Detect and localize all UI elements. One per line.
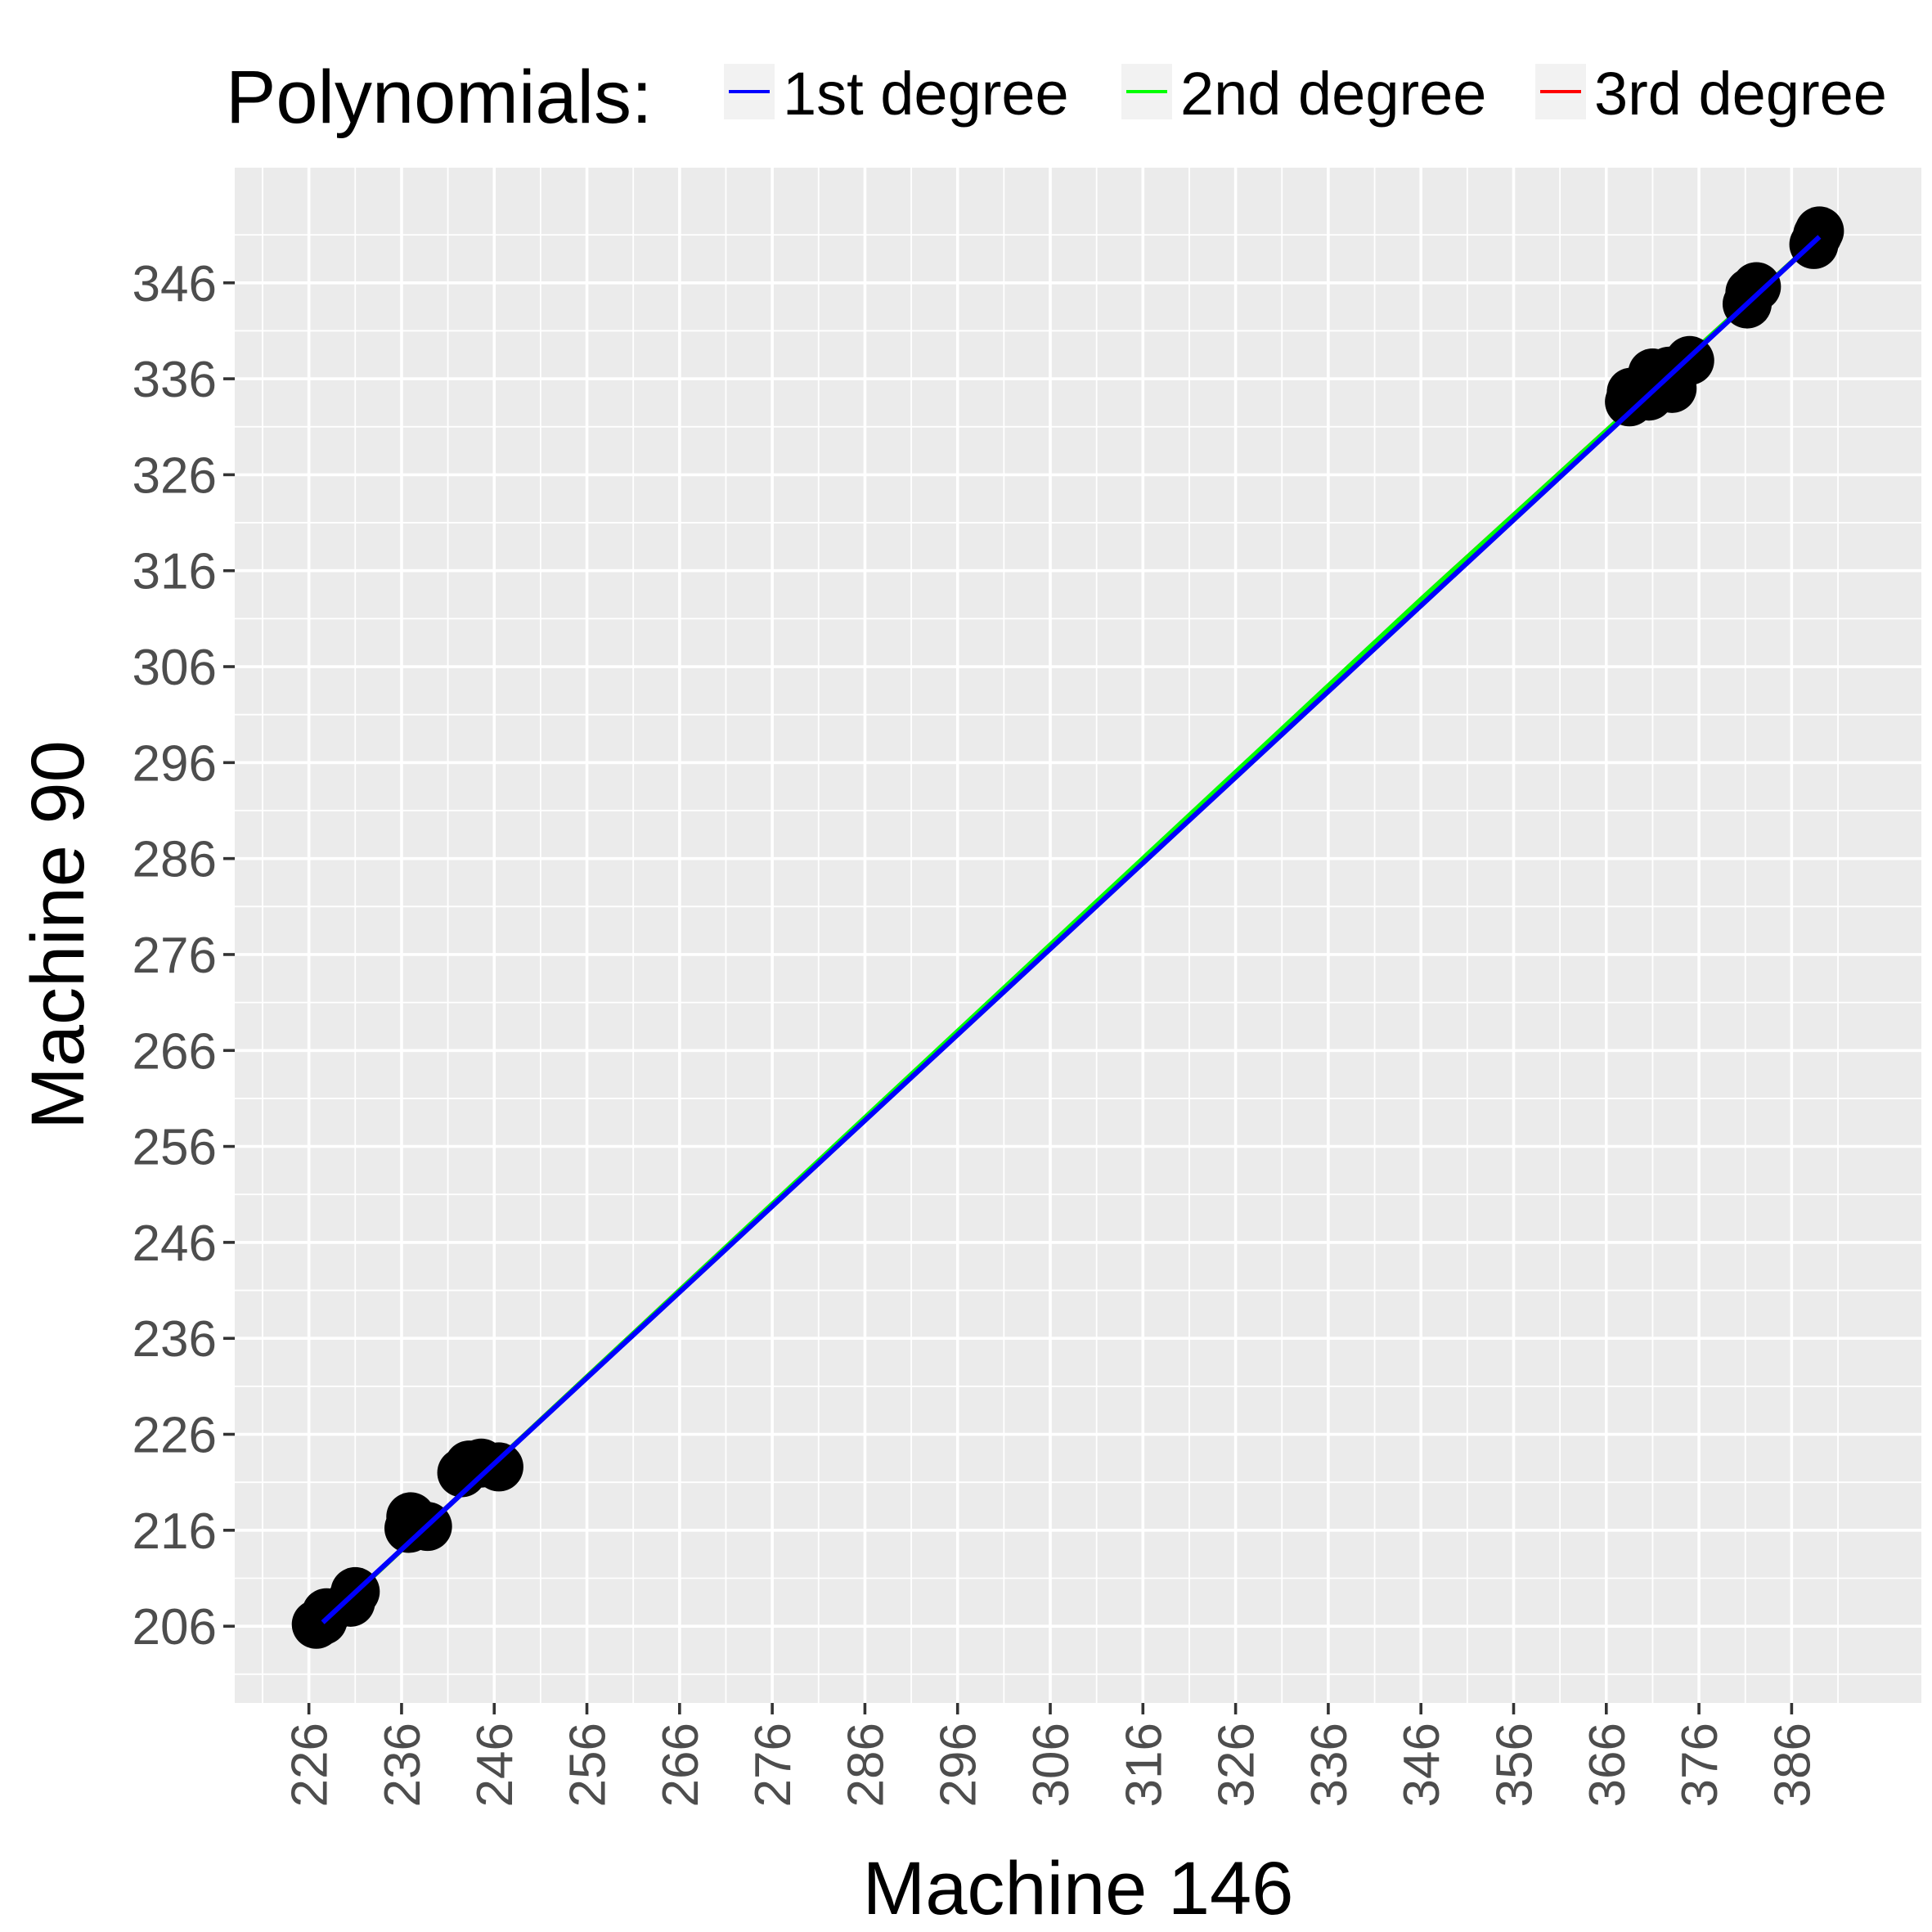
y-tick-label: 276	[133, 928, 217, 984]
x-tick-label: 376	[1672, 1723, 1728, 1807]
legend-title: Polynomials:	[226, 56, 653, 139]
x-tick-label: 326	[1209, 1723, 1265, 1807]
x-tick-label: 286	[838, 1723, 894, 1807]
y-tick-label: 336	[133, 352, 217, 408]
y-tick-label: 206	[133, 1599, 217, 1656]
x-tick-label: 336	[1301, 1723, 1358, 1807]
legend-label: 2nd degree	[1180, 60, 1486, 128]
legend-entries: 1st degree 2nd degree 3rd degree	[724, 60, 1887, 128]
y-axis: 206 216 226 236 246 256 266 276 286 296 306 316 326 3…	[133, 256, 235, 1656]
y-tick-label: 286	[133, 832, 217, 888]
x-tick-label: 366	[1579, 1723, 1636, 1807]
y-axis-title: Machine 90	[16, 740, 100, 1130]
x-axis: 226 236 246 256 266 276 286 296 306 316 326 336 346 3…	[282, 1703, 1821, 1807]
y-tick-label: 296	[133, 735, 217, 792]
x-tick-label: 226	[282, 1723, 339, 1807]
legend: Polynomials: 1st degree 2nd degree 3rd deg…	[226, 56, 1887, 139]
x-tick-label: 266	[653, 1723, 709, 1807]
y-tick-label: 326	[133, 447, 217, 504]
legend-label: 3rd degree	[1594, 60, 1887, 128]
y-tick-label: 216	[133, 1503, 217, 1560]
data-point	[1732, 262, 1781, 312]
x-tick-label: 276	[745, 1723, 802, 1807]
y-tick-label: 226	[133, 1408, 217, 1464]
x-tick-label: 386	[1764, 1723, 1821, 1807]
y-tick-label: 246	[133, 1215, 217, 1272]
minor-gridlines	[235, 168, 1921, 1703]
y-tick-label: 346	[133, 256, 217, 312]
x-axis-title: Machine 146	[863, 1847, 1294, 1930]
data-points	[291, 206, 1844, 1649]
x-tick-label: 246	[467, 1723, 523, 1807]
y-tick-label: 316	[133, 544, 217, 600]
y-tick-label: 236	[133, 1311, 217, 1368]
x-tick-label: 356	[1486, 1723, 1543, 1807]
y-tick-label: 306	[133, 640, 217, 696]
x-tick-label: 236	[375, 1723, 431, 1807]
x-tick-label: 346	[1394, 1723, 1450, 1807]
x-tick-label: 316	[1116, 1723, 1172, 1807]
major-gridlines	[235, 168, 1921, 1703]
x-tick-label: 306	[1023, 1723, 1080, 1807]
fit-line-overlay	[321, 235, 1822, 1624]
x-tick-label: 256	[560, 1723, 617, 1807]
data-point	[474, 1442, 523, 1492]
legend-label: 1st degree	[783, 60, 1069, 128]
x-tick-label: 296	[931, 1723, 987, 1807]
y-tick-label: 256	[133, 1120, 217, 1176]
y-tick-label: 266	[133, 1023, 217, 1080]
data-point	[1795, 206, 1844, 256]
